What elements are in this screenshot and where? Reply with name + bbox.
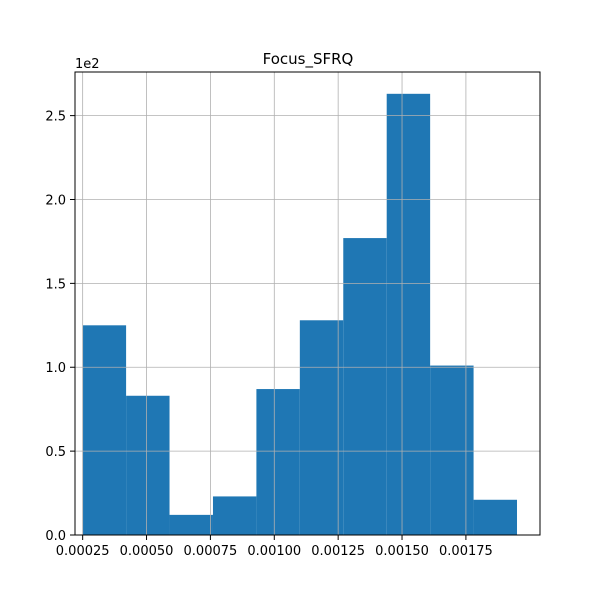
x-tick-label-1: 0.00025 — [56, 544, 110, 559]
histogram-bar-10 — [473, 499, 518, 535]
grid-lines — [75, 72, 540, 536]
x-axis-ticks: 0.00025 0.00050 0.00075 0.00100 0.00125 0.001… — [56, 535, 493, 559]
y-scale-label: 1e2 — [75, 57, 100, 72]
x-tick-label-7: 0.00175 — [439, 544, 493, 559]
y-tick-label-5: 2.0 — [45, 193, 66, 208]
y-tick-label-6: 2.5 — [45, 110, 66, 125]
y-tick-label-2: 0.5 — [45, 445, 66, 460]
histogram-bar-7 — [343, 238, 387, 535]
y-axis-ticks: 0.0 0.5 1.0 1.5 2.0 2.5 — [45, 110, 75, 544]
plot-frame — [74, 71, 541, 536]
histogram-bars — [82, 93, 518, 535]
histogram-bar-9 — [430, 365, 474, 535]
histogram-bar-3 — [169, 514, 213, 535]
y-tick-label-3: 1.0 — [45, 361, 66, 376]
x-tick-label-5: 0.00125 — [311, 544, 365, 559]
histogram-bar-6 — [299, 320, 344, 535]
histogram-bar-4 — [212, 496, 257, 535]
y-tick-label-4: 1.5 — [45, 277, 66, 292]
chart-title: Focus_SFRQ — [263, 50, 354, 69]
x-tick-label-3: 0.00075 — [184, 544, 238, 559]
x-tick-label-4: 0.00100 — [247, 544, 301, 559]
histogram-bar-1 — [82, 325, 127, 535]
histogram-bar-5 — [256, 389, 300, 535]
x-tick-label-6: 0.00150 — [375, 544, 429, 559]
y-tick-label-1: 0.0 — [45, 529, 66, 544]
histogram-bar-2 — [126, 395, 170, 535]
axes — [74, 71, 541, 536]
histogram-bar-8 — [386, 93, 431, 535]
x-tick-label-2: 0.00050 — [120, 544, 174, 559]
